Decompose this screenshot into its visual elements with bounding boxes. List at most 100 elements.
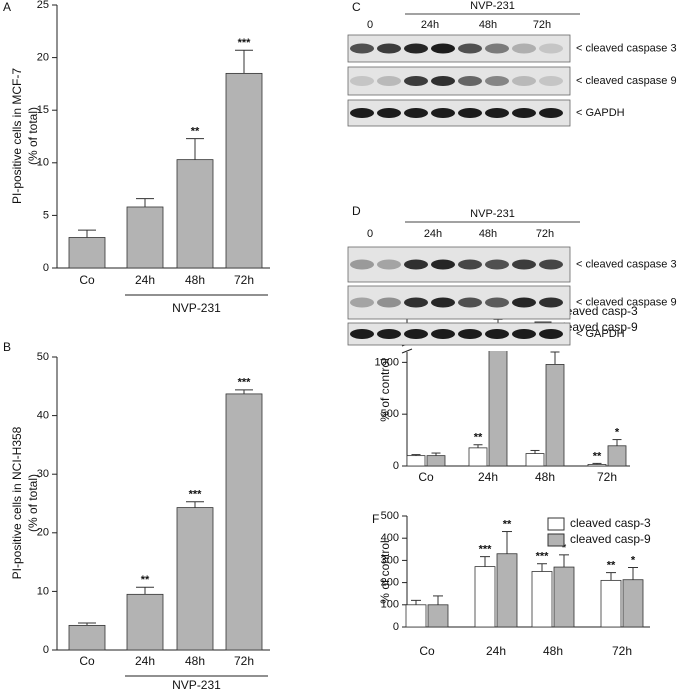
x-tick-label: 72h [234,273,254,287]
x-tick-label: 48h [185,273,205,287]
bar [488,334,508,467]
blot-band [458,76,482,86]
y-axis-label: PI-positive cells in NCI-H358 [10,426,24,579]
blot-band [485,76,509,86]
legend-label: cleaved casp-3 [570,516,651,530]
y-axis-label: % of control [378,540,392,603]
bar [225,72,263,269]
y-tick-label: 5 [43,209,49,221]
y-tick-label: 30 [37,468,49,480]
legend-label: cleaved casp-3 [557,304,638,318]
y-tick-label: 400 [381,532,399,544]
row-label: < cleaved caspase 3 [576,258,677,270]
blot-band [485,108,509,118]
legend-swatch [547,517,565,531]
panel-letter: F [372,512,379,526]
legend-label: cleaved casp-9 [557,320,638,334]
y-axis-label: PI-positive cells in MCF-7 [10,68,24,204]
blot-band [350,329,374,339]
blot-band [539,329,563,339]
y-tick-label: 40 [37,410,49,422]
lane-label: 72h [536,228,554,240]
blot-band [512,76,536,86]
bar [622,579,644,628]
y-tick-label: 10 [37,585,49,597]
blot-band [458,43,482,54]
blot-band [431,259,455,270]
lane-label: 72h [533,19,551,31]
y-tick-label: 200 [381,577,399,589]
panel-letter: A [3,0,11,14]
bar [531,571,553,628]
group-label: NVP-231 [172,301,221,315]
significance-label: * [615,426,620,438]
x-tick-label: 48h [543,644,563,658]
group-label: NVP-231 [172,678,221,690]
blot-band [485,43,509,54]
bar [68,237,106,269]
blot-band [512,259,536,270]
blot-band [404,259,428,270]
panel-letter: B [3,340,11,354]
significance-label: *** [189,489,203,501]
blot-band [377,297,401,308]
significance-label: *** [479,544,493,556]
blot-band [539,76,563,86]
panel-letter: C [352,0,361,14]
y-tick-label: 25 [37,0,49,11]
lane-label: 48h [479,228,497,240]
significance-label: *** [238,377,252,389]
blot-band [350,108,374,118]
blot-band [458,297,482,308]
significance-label: ** [607,560,616,572]
x-tick-label: Co [419,644,435,658]
bar [553,566,575,628]
bar [426,455,446,467]
y-axis-label: (% of total) [26,474,40,532]
bar [474,566,496,628]
bar [545,364,565,467]
blot-band [431,43,455,54]
bar [468,447,488,467]
lane-label: 24h [421,19,439,31]
significance-label: ** [474,432,483,444]
x-tick-label: 24h [478,470,498,484]
significance-label: ** [191,126,200,138]
row-label: < cleaved caspase 9 [576,296,677,308]
x-tick-label: Co [79,273,95,287]
blot-band [458,108,482,118]
blot-band [431,76,455,86]
blot-band [350,76,374,86]
bar [525,453,545,467]
blot-band [404,108,428,118]
axis-break [399,344,630,351]
y-tick-label: 500 [381,408,399,420]
bar [496,553,518,628]
blot-band [350,297,374,308]
blot-band [404,329,428,339]
blot-band [404,43,428,54]
legend-label: cleaved casp-9 [570,532,651,546]
blot-band [458,329,482,339]
blot-band [377,108,401,118]
significance-label: *** [238,37,252,49]
bar [126,206,164,269]
blot-band [431,329,455,339]
blot-strip [347,66,571,96]
y-tick-label: 0 [393,621,399,633]
y-axis-label: (% of total) [26,107,40,165]
blot-band [431,108,455,118]
y-tick-label: 1000 [375,356,399,368]
bar [405,604,427,628]
x-tick-label: 72h [612,644,632,658]
blot-band [512,329,536,339]
bar [225,393,263,651]
blot-band [458,259,482,270]
bar [68,624,106,651]
y-tick-label: 20 [37,52,49,64]
y-tick-label: 0 [393,460,399,472]
x-tick-label: 24h [135,273,155,287]
y-tick-label: 0 [43,262,49,274]
y-tick-label: 10 [37,157,49,169]
x-tick-label: 24h [486,644,506,658]
